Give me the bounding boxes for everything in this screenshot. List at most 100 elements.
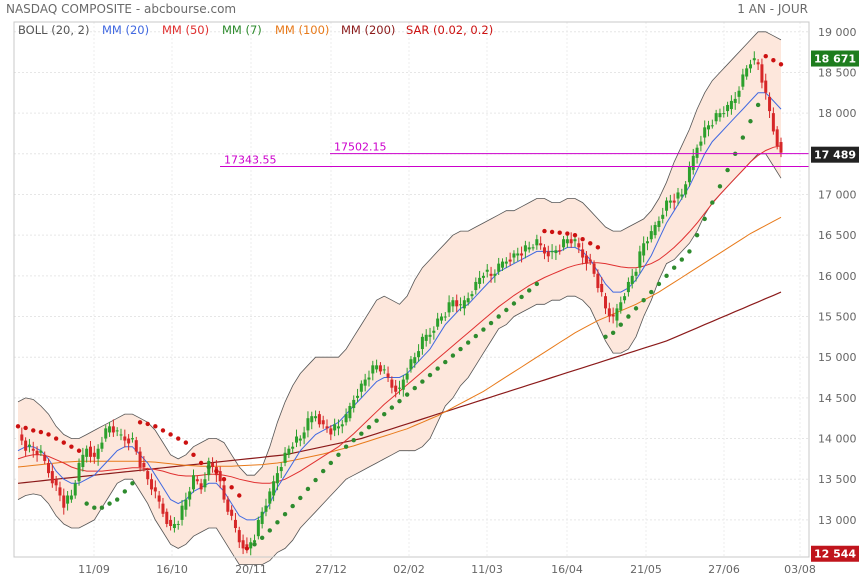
candle-body	[653, 224, 657, 236]
sar-dot	[504, 307, 509, 313]
candle-body	[581, 249, 585, 258]
candle-body	[390, 379, 394, 388]
sar-dot	[23, 425, 28, 431]
candle-body	[138, 451, 142, 468]
sar-dot	[76, 448, 82, 453]
candle-body	[363, 379, 367, 386]
legend-item: BOLL (20, 2)	[18, 23, 89, 37]
candle-body	[130, 438, 134, 440]
candle-body	[562, 239, 566, 248]
candle-body	[527, 247, 531, 250]
candle-body	[272, 481, 276, 496]
candle-body	[604, 296, 608, 309]
x-tick-label: 03/08	[784, 563, 816, 576]
candle-body	[260, 511, 264, 524]
sar-dot	[740, 135, 746, 140]
candle-body	[35, 450, 39, 455]
candle-body	[348, 406, 352, 419]
candle-body	[119, 434, 123, 436]
candle-body	[115, 430, 119, 432]
sar-dot	[717, 184, 723, 189]
sar-dot	[595, 245, 601, 250]
candle-body	[752, 58, 756, 61]
candle-body	[703, 127, 707, 138]
sar-dot	[252, 542, 257, 547]
candle-body	[237, 530, 241, 543]
sar-dot	[214, 468, 219, 474]
mm100-line	[17, 216, 782, 468]
sar-dot	[465, 340, 471, 345]
candle-body	[726, 104, 730, 112]
sar-dot	[198, 460, 204, 466]
candle-body	[447, 302, 451, 313]
candle-body	[153, 487, 157, 492]
sar-dot	[496, 314, 501, 319]
legend-item: MM (7)	[222, 23, 262, 37]
sar-dot	[572, 232, 578, 238]
sar-dot	[458, 346, 463, 352]
sar-dot	[725, 167, 730, 173]
high-tag-bg	[811, 50, 859, 67]
period-label[interactable]: 1 AN - JOUR	[737, 2, 808, 16]
candle-body	[623, 296, 627, 301]
candle-body	[745, 68, 749, 77]
sar-dot	[259, 535, 265, 540]
candle-body	[150, 479, 154, 490]
candle-body	[428, 334, 432, 337]
candle-body	[459, 304, 463, 306]
candle-body	[443, 316, 447, 318]
sar-dot	[130, 481, 135, 486]
sar-dot	[694, 232, 700, 238]
candle-body	[737, 90, 741, 97]
candle-body	[657, 220, 661, 228]
candle-body	[630, 275, 634, 284]
candle-body	[47, 462, 51, 474]
candle-body	[279, 467, 283, 472]
sar-dot	[53, 436, 59, 441]
candle-body	[249, 542, 253, 549]
candle-body	[321, 420, 325, 425]
candle-body	[111, 426, 115, 433]
candle-body	[531, 247, 535, 249]
x-tick-label: 11/09	[78, 563, 110, 576]
candle-body	[165, 511, 169, 524]
legend-item: MM (100)	[275, 23, 329, 37]
candle-body	[294, 436, 298, 443]
sar-dot	[84, 501, 89, 506]
candle-body	[161, 503, 165, 514]
sar-dot	[191, 452, 196, 458]
candle-body	[588, 259, 592, 262]
sar-dot	[710, 200, 715, 205]
candle-body	[230, 509, 234, 516]
candle-body	[523, 245, 527, 252]
candle-body	[611, 314, 615, 317]
candle-body	[455, 300, 459, 307]
candle-body	[439, 316, 443, 321]
y-axis: 13 000 13 500 14 000 14 500 15 000 15 500 16 0…	[818, 26, 857, 527]
candle-body	[96, 448, 100, 459]
candle-body	[123, 436, 127, 441]
sar-dot	[343, 444, 349, 449]
sar-dot	[275, 520, 280, 525]
candle-body	[668, 200, 672, 203]
candle-body	[77, 462, 81, 482]
candle-body	[352, 399, 356, 409]
candle-body	[760, 64, 764, 83]
candle-body	[253, 540, 257, 543]
candle-body	[462, 300, 466, 309]
y-tick-label: 18 000	[818, 107, 857, 120]
candle-body	[27, 444, 31, 447]
candle-body	[558, 250, 562, 252]
low-tag-label: 12 544	[814, 548, 856, 561]
indicator-legend: BOLL (20, 2) MM (20) MM (50) MM (7) MM (100)…	[18, 23, 493, 37]
y-tick-label: 13 500	[818, 473, 857, 486]
candle-body	[485, 269, 489, 272]
bollinger-upper	[17, 31, 782, 476]
candle-body	[188, 491, 192, 500]
sar-dot	[229, 485, 234, 490]
candle-body	[169, 519, 173, 527]
candle-body	[317, 414, 321, 425]
candle-body	[195, 479, 199, 482]
candle-body	[520, 253, 524, 256]
sar-dot	[389, 405, 395, 410]
